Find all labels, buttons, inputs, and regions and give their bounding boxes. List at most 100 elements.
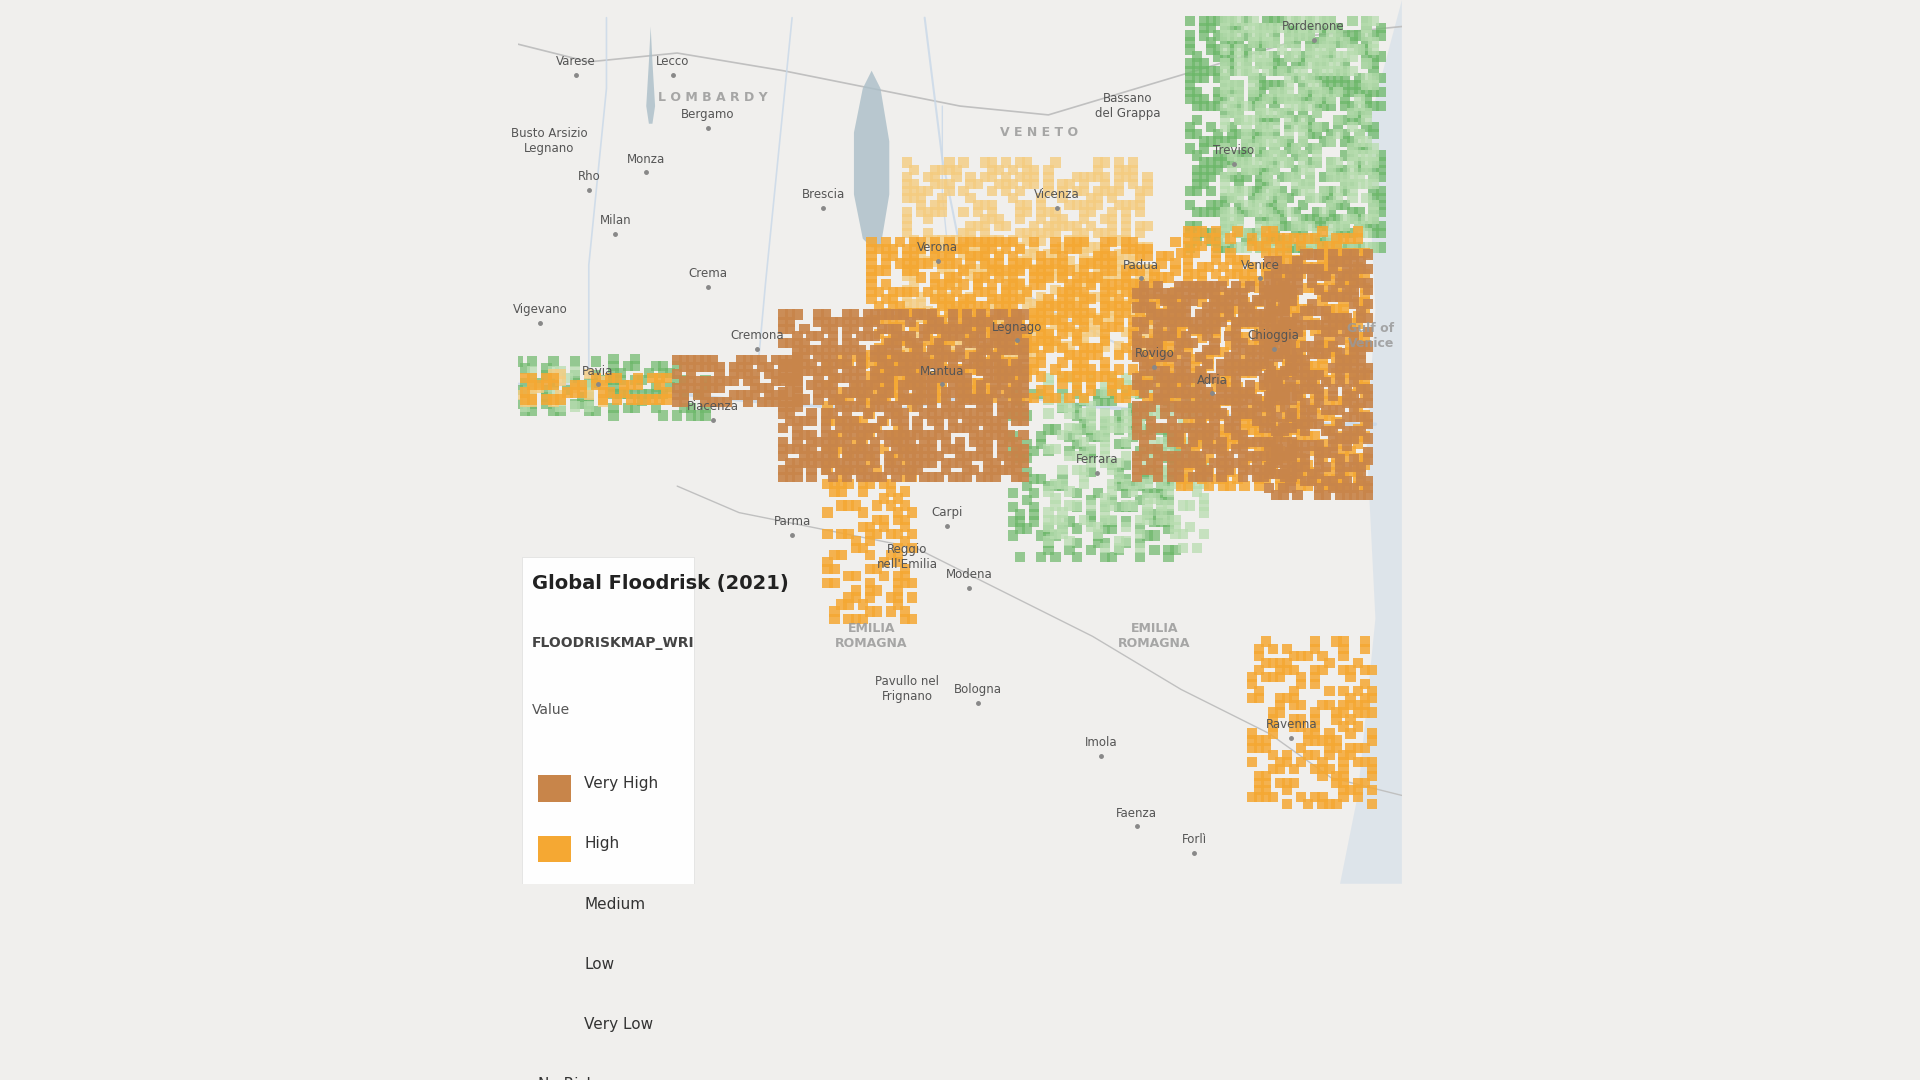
Point xyxy=(1150,405,1181,422)
Point xyxy=(1252,33,1283,51)
Point xyxy=(1288,125,1319,143)
Point xyxy=(1227,433,1258,450)
Point xyxy=(889,349,920,366)
Point xyxy=(1062,497,1092,514)
Point xyxy=(1292,258,1323,275)
Point xyxy=(1046,255,1077,272)
Point xyxy=(1323,161,1354,178)
Point xyxy=(1179,455,1210,472)
Point xyxy=(747,351,778,368)
Point xyxy=(920,305,950,322)
Point xyxy=(1250,442,1281,459)
Point xyxy=(1260,217,1290,234)
Point xyxy=(1104,291,1135,308)
Point xyxy=(1133,239,1164,256)
Point xyxy=(705,379,735,396)
Point xyxy=(1223,329,1254,347)
Point xyxy=(877,291,908,308)
Point xyxy=(1104,232,1135,249)
Point xyxy=(1334,711,1365,728)
Point xyxy=(1146,305,1177,322)
Point xyxy=(1269,383,1300,401)
Point xyxy=(1083,260,1114,278)
Point xyxy=(1089,419,1119,436)
Point xyxy=(768,313,799,330)
Point xyxy=(891,154,922,172)
Point xyxy=(1271,286,1302,303)
Point xyxy=(1004,505,1035,523)
Point xyxy=(1265,689,1296,706)
Point xyxy=(1112,382,1142,400)
Point xyxy=(820,603,851,620)
Point xyxy=(1112,168,1142,186)
Point xyxy=(1227,285,1258,302)
Point xyxy=(776,369,806,387)
Point xyxy=(906,382,937,400)
Point xyxy=(876,383,906,401)
Point xyxy=(1025,325,1056,342)
Point xyxy=(891,225,922,242)
Point xyxy=(1181,232,1212,249)
Point xyxy=(1096,203,1127,220)
Point xyxy=(580,374,611,391)
Point xyxy=(1261,444,1292,461)
Point xyxy=(897,469,927,486)
Point xyxy=(1068,261,1098,279)
Point xyxy=(1068,368,1098,386)
Point xyxy=(1142,327,1173,345)
Point xyxy=(626,393,657,410)
Point xyxy=(1323,27,1354,44)
Point xyxy=(924,419,954,436)
Point xyxy=(1292,230,1323,247)
Point xyxy=(1325,451,1356,469)
Point xyxy=(1315,154,1346,172)
Point xyxy=(1235,461,1265,478)
Point xyxy=(852,383,883,401)
Point xyxy=(1156,427,1187,444)
Point xyxy=(831,427,862,444)
Point xyxy=(781,461,812,478)
Point xyxy=(1315,232,1346,249)
Point xyxy=(998,368,1029,386)
Point xyxy=(1294,55,1325,72)
Point xyxy=(1238,161,1269,178)
Text: Rovigo: Rovigo xyxy=(1135,347,1175,360)
Point xyxy=(1273,168,1304,186)
Point xyxy=(933,368,964,386)
Point xyxy=(854,575,885,592)
Point xyxy=(1033,519,1064,537)
Point xyxy=(1267,302,1298,320)
Point xyxy=(768,373,799,390)
Point xyxy=(1267,197,1298,214)
Point xyxy=(538,391,568,408)
Point xyxy=(781,341,812,359)
Point xyxy=(1294,91,1325,108)
Point xyxy=(1269,292,1300,309)
Point xyxy=(1246,147,1277,164)
Point xyxy=(1336,111,1367,129)
Point xyxy=(1139,325,1169,342)
Point xyxy=(1062,361,1092,378)
Point xyxy=(899,255,929,272)
Point xyxy=(516,387,547,404)
Point xyxy=(1254,436,1284,454)
Point xyxy=(1263,320,1294,337)
Point xyxy=(538,377,568,394)
Point xyxy=(812,413,843,430)
Point xyxy=(852,306,883,323)
Point xyxy=(1229,294,1260,311)
Point xyxy=(995,369,1025,387)
Point xyxy=(883,582,914,599)
Point xyxy=(1357,168,1388,186)
Point xyxy=(1202,13,1233,30)
Point xyxy=(883,427,914,444)
Point xyxy=(1271,266,1302,283)
Point xyxy=(1271,782,1302,799)
Point xyxy=(1352,161,1382,178)
Point xyxy=(920,203,950,220)
Point xyxy=(1179,266,1210,283)
Point xyxy=(684,373,714,390)
Point xyxy=(1329,760,1359,778)
Point xyxy=(1223,378,1254,395)
Point xyxy=(559,374,589,391)
